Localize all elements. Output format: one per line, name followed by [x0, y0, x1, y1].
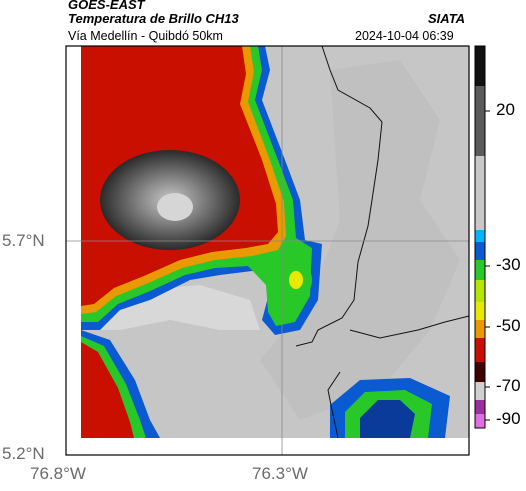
colorbar-label-minus-30: -30 [496, 255, 521, 274]
organization-label: SIATA [428, 11, 466, 26]
imagery-bottom-gap [81, 438, 469, 455]
sw-red-band [81, 342, 134, 438]
colorbar-label-minus-50: -50 [496, 316, 521, 335]
lon-label-76-8: 76.8°W [30, 464, 86, 483]
satellite-title: GOES-EAST [68, 0, 145, 12]
colorbar-label-minus-90: -90 [496, 409, 521, 428]
center-yellow-blob [289, 271, 303, 289]
admin-boundary-line-2 [349, 315, 470, 339]
mottled-area [260, 60, 460, 420]
admin-boundary-line [295, 45, 383, 347]
colorbar-label-minus-70: -70 [496, 376, 521, 395]
route-label: Vía Medellín - Quibdó 50km [68, 29, 223, 43]
se-blob-core [360, 400, 415, 438]
lat-label-5-2: 5.2°N [2, 444, 45, 463]
colorbar [474, 45, 490, 429]
map-frame [65, 45, 470, 456]
admin-boundary-line-3 [327, 371, 341, 439]
lat-label-5-7: 5.7°N [2, 231, 45, 250]
lon-label-76-3: 76.3°W [252, 464, 308, 483]
core-center [157, 193, 193, 221]
timestamp: 2024-10-04 06:39 [355, 29, 454, 43]
colorbar-label-20: 20 [496, 100, 515, 119]
imagery-layer [81, 46, 469, 438]
product-title: Temperatura de Brillo CH13 [68, 11, 239, 26]
